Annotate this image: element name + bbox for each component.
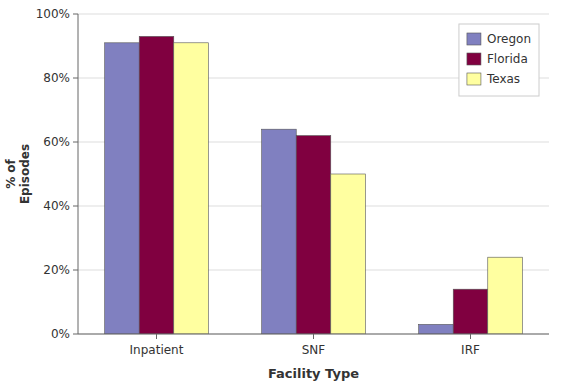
bar: [262, 129, 297, 334]
legend: Oregon Florida Texas: [459, 24, 539, 96]
bar: [105, 43, 140, 334]
x-axis-label: Facility Type: [268, 366, 359, 381]
y-tick-label: 100%: [36, 7, 70, 21]
y-tick-label: 0%: [51, 327, 70, 341]
chart-svg: 0% 20% 40% 60% 80% 100% Inpatient SNF IRF Facilit…: [0, 0, 563, 388]
y-axis-line: [78, 14, 79, 334]
bar: [331, 174, 366, 334]
legend-swatch: [467, 33, 481, 45]
bar: [453, 289, 488, 334]
y-tick-label: 40%: [43, 199, 70, 213]
grid-line: [78, 14, 549, 15]
legend-box: [459, 24, 539, 96]
y-tick: [73, 206, 78, 207]
legend-label: Oregon: [487, 32, 531, 46]
x-tick-label: IRF: [461, 343, 480, 357]
bar: [296, 136, 331, 334]
x-tick: [313, 334, 314, 339]
x-tick-label: SNF: [302, 343, 326, 357]
bar: [419, 324, 454, 334]
y-tick: [73, 78, 78, 79]
bar: [139, 36, 174, 334]
legend-label: Florida: [487, 52, 528, 66]
bar: [488, 257, 523, 334]
y-tick: [73, 14, 78, 15]
x-tick: [156, 334, 157, 339]
y-tick-label: 80%: [43, 71, 70, 85]
y-grid: [78, 14, 549, 334]
legend-swatch: [467, 73, 481, 85]
x-tick: [470, 334, 471, 339]
legend-swatch: [467, 53, 481, 65]
y-tick: [73, 270, 78, 271]
y-axis-label: % ofEpisodes: [4, 144, 32, 204]
y-tick: [73, 142, 78, 143]
chart-container: 0% 20% 40% 60% 80% 100% Inpatient SNF IRF Facilit…: [0, 0, 563, 388]
x-tick-label: Inpatient: [130, 343, 184, 357]
y-tick-label: 60%: [43, 135, 70, 149]
y-tick-label: 20%: [43, 263, 70, 277]
bar: [174, 43, 209, 334]
legend-label: Texas: [486, 72, 520, 86]
y-tick: [73, 334, 78, 335]
